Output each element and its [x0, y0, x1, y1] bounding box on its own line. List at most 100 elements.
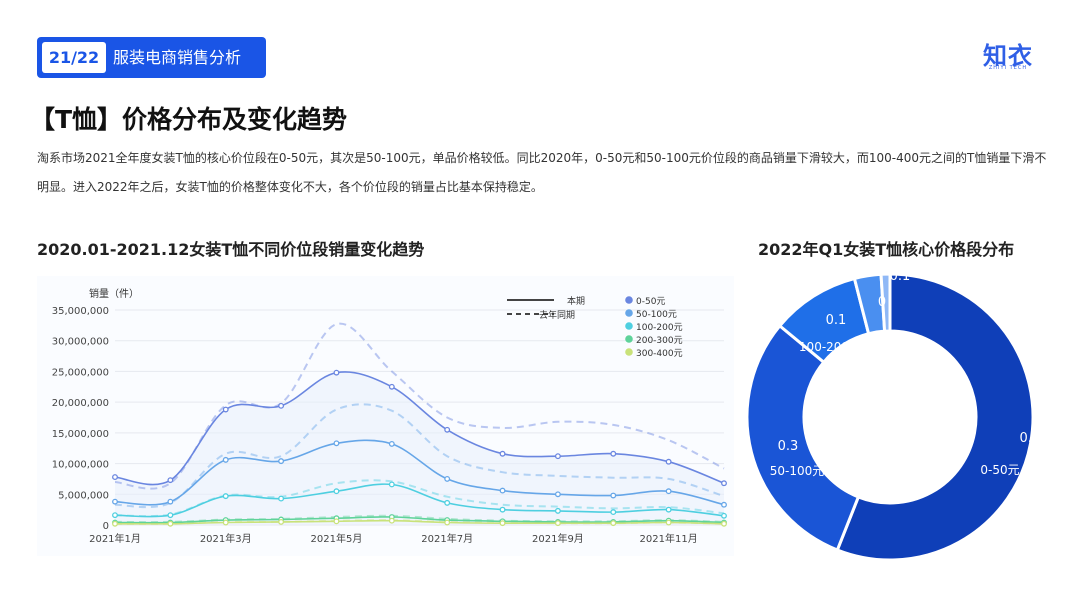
data-point — [499, 487, 506, 494]
donut-slice — [745, 323, 861, 552]
legend-swatch — [625, 348, 633, 356]
x-tick-label: 2021年7月 — [421, 532, 473, 545]
data-point — [499, 520, 506, 527]
data-point — [499, 450, 506, 457]
slice-value-label: 0.3 — [778, 439, 799, 454]
donut-chart-panel: 0.56 0.3 0.1 0 0.1 0-50元 50-100元 100-200元 — [740, 262, 1080, 572]
page-badge: 21/22 服装电商销售分析 — [37, 37, 266, 78]
x-tick-label: 2021年11月 — [640, 532, 698, 545]
y-tick-label: 30,000,000 — [52, 337, 109, 348]
data-point — [167, 520, 174, 527]
slice-value-label: 0.56 — [1020, 431, 1049, 446]
data-point — [167, 512, 174, 519]
data-point — [721, 512, 727, 519]
donut-slice — [835, 272, 1035, 562]
data-point — [278, 402, 285, 409]
page-number: 21/22 — [42, 42, 106, 73]
slice-name-label: 0-50元 — [980, 463, 1019, 477]
brand-logo: 知衣 ZHIYI TECH — [978, 36, 1038, 76]
data-point — [167, 477, 174, 484]
series-line — [114, 519, 725, 525]
series-line — [114, 516, 725, 524]
data-point — [665, 519, 672, 526]
legend-style-label: 去年同期 — [539, 309, 575, 321]
data-point — [499, 506, 506, 513]
legend-style-label: 本期 — [567, 295, 585, 307]
data-point — [721, 480, 727, 487]
logo-text: 知衣 — [983, 42, 1033, 70]
data-point — [333, 440, 340, 447]
data-point — [665, 488, 672, 495]
data-point — [554, 507, 561, 514]
section-title: 服装电商销售分析 — [113, 48, 242, 67]
y-tick-label: 25,000,000 — [52, 367, 109, 378]
y-tick-label: 35,000,000 — [52, 306, 109, 317]
legend-label: 50-100元 — [636, 310, 677, 320]
slice-value-label: 0 — [878, 295, 886, 310]
series-line — [114, 483, 725, 518]
description-text: 淘系市场2021全年度女装T恤的核心价位段在0-50元，其次是50-100元，单… — [37, 151, 1047, 194]
series-lastyear-line — [114, 403, 725, 509]
data-point — [278, 458, 285, 465]
x-tick-label: 2021年1月 — [89, 532, 141, 545]
donut-slice — [879, 272, 892, 333]
data-point — [222, 519, 229, 526]
series-lastyear-line — [114, 322, 725, 490]
data-point — [333, 369, 340, 376]
data-point — [278, 495, 285, 502]
slice-value-label: 0.1 — [826, 313, 847, 328]
data-point — [610, 520, 617, 527]
data-point — [721, 501, 727, 508]
line-chart: 0 5,000,000 10,000,000 15,000,000 20,000,000… — [52, 287, 727, 545]
data-point — [388, 481, 395, 488]
data-point — [222, 406, 229, 413]
donut-chart: 0.56 0.3 0.1 0 0.1 0-50元 50-100元 100-200元 — [745, 269, 1049, 562]
data-point — [388, 383, 395, 390]
data-point — [222, 493, 229, 500]
y-tick-label: 0 — [103, 521, 109, 532]
data-point — [112, 474, 118, 481]
legend-label: 200-300元 — [636, 336, 683, 346]
data-point — [222, 456, 229, 463]
legend-swatch — [625, 335, 633, 343]
x-tick-label: 2021年5月 — [311, 532, 363, 545]
data-point — [665, 458, 672, 465]
data-point — [554, 491, 561, 498]
slice-name-label: 100-200元 — [799, 340, 861, 354]
x-tick-label: 2021年3月 — [200, 532, 252, 545]
area-fill — [115, 371, 724, 525]
data-point — [388, 517, 395, 524]
legend-label: 0-50元 — [636, 297, 665, 307]
data-point — [444, 499, 451, 506]
y-tick-label: 10,000,000 — [52, 460, 109, 471]
logo-subtitle: ZHIYI TECH — [988, 65, 1028, 71]
data-point — [444, 475, 451, 482]
y-axis-label: 销量（件） — [89, 287, 139, 300]
legend-swatch — [625, 296, 633, 304]
page-title: 【T恤】价格分布及变化趋势 — [30, 105, 348, 134]
data-point — [721, 520, 727, 527]
data-point — [333, 488, 340, 495]
data-point — [554, 453, 561, 460]
legend-label: 100-200元 — [636, 323, 683, 333]
data-point — [167, 498, 174, 505]
legend-swatch — [625, 309, 633, 317]
legend-label: 300-400元 — [636, 349, 683, 359]
x-tick-label: 2021年9月 — [532, 532, 584, 545]
data-point — [333, 518, 340, 525]
data-point — [665, 506, 672, 513]
y-tick-label: 15,000,000 — [52, 429, 109, 440]
data-point — [444, 426, 451, 433]
y-tick-label: 20,000,000 — [52, 398, 109, 409]
data-point — [388, 440, 395, 447]
slice-name-label: 50-100元 — [770, 464, 825, 478]
data-point — [278, 518, 285, 525]
data-point — [610, 492, 617, 499]
line-chart-panel: 0 5,000,000 10,000,000 15,000,000 20,000,000… — [37, 276, 734, 556]
line-chart-title: 2020.01-2021.12女装T恤不同价位段销量变化趋势 — [37, 240, 425, 259]
data-point — [112, 498, 118, 505]
y-tick-label: 5,000,000 — [58, 490, 109, 501]
series-lastyear-line — [114, 514, 725, 524]
data-point — [554, 520, 561, 527]
